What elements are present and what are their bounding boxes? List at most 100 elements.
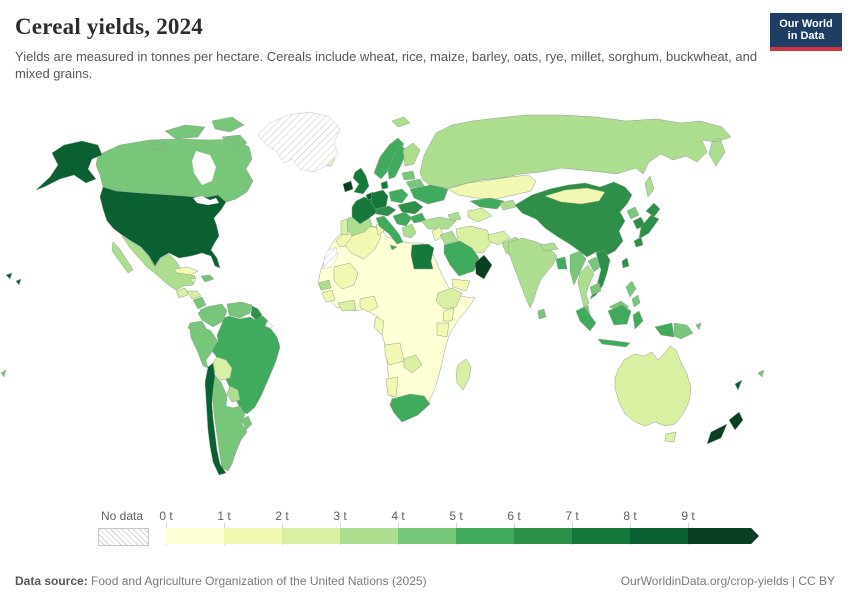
country-poland[interactable] [388,188,409,204]
legend-color-segment[interactable] [572,528,630,544]
country-oman[interactable] [474,254,493,280]
country-kenya[interactable] [442,307,455,322]
country-portugal[interactable] [340,218,349,236]
legend-color-segment[interactable] [456,528,514,544]
country-nepal[interactable] [539,242,559,252]
country-north-korea[interactable] [626,206,640,220]
country-papua-new-guinea[interactable] [673,322,702,340]
country-cambodia[interactable] [589,282,602,296]
country-chile[interactable] [204,362,227,476]
hudson-bay [192,151,216,185]
country-argentina[interactable] [211,374,248,472]
footer-citation-link[interactable]: OurWorldinData.org/crop-yields | CC BY [620,574,835,588]
country-jamaica[interactable] [189,277,197,284]
country-ukraine[interactable] [409,184,449,205]
country-hungary-romania[interactable] [397,200,424,215]
country-japan[interactable] [633,202,661,248]
country-uzbekistan[interactable] [469,197,505,210]
country-indonesia[interactable] [575,304,675,348]
legend-tick-label: 2 t [275,509,289,523]
country-finland[interactable] [402,142,421,167]
country-cameroon-gabon[interactable] [373,316,385,336]
country-central-europe[interactable] [375,205,397,217]
legend-color-segment[interactable] [224,528,282,544]
country-nicaragua[interactable] [192,296,207,310]
country-venezuela[interactable] [226,301,253,319]
country-zambia[interactable] [403,354,423,374]
country-greenland[interactable] [257,111,341,173]
country-honduras[interactable] [186,290,202,300]
country-guinea[interactable] [321,289,336,303]
country-yemen[interactable] [451,278,471,292]
chart-footer: Data source: Food and Agriculture Organi… [0,574,850,600]
legend-color-segment[interactable] [688,528,746,544]
country-china[interactable] [514,181,633,258]
country-italy[interactable] [375,215,404,251]
country-turkey[interactable] [420,216,457,230]
country-greece[interactable] [401,223,417,239]
country-ireland[interactable] [342,180,354,193]
country-usa[interactable] [5,140,227,286]
legend-color-segment[interactable] [630,528,688,544]
country-colombia[interactable] [197,303,228,328]
country-tasmania[interactable] [664,431,677,443]
legend-color-segment[interactable] [514,528,572,544]
country-baltic-states[interactable] [401,170,416,181]
legend-tick-label: 7 t [565,509,579,523]
country-canada[interactable] [95,116,254,203]
country-sri-lanka[interactable] [537,308,547,320]
country-turkmenistan[interactable] [467,207,493,223]
country-hispaniola[interactable] [200,274,215,283]
country-cuba[interactable] [173,266,199,276]
country-kazakhstan[interactable] [447,174,537,200]
country-angola[interactable] [384,342,405,366]
country-egypt[interactable] [410,243,435,270]
country-new-zealand[interactable] [706,411,744,445]
footer-source: Data source: Food and Agriculture Organi… [15,574,427,588]
country-nigeria[interactable] [359,295,379,313]
country-brazil[interactable] [211,315,281,415]
country-madagascar[interactable] [455,358,472,391]
country-tanzania[interactable] [436,322,450,338]
country-balkans[interactable] [392,211,413,227]
footer-source-text: Food and Agriculture Organization of the… [87,574,427,588]
country-australia[interactable] [614,345,692,427]
country-new-caledonia[interactable] [734,379,743,391]
country-norway[interactable] [373,137,405,180]
country-ghana-ivory-coast[interactable] [337,299,357,312]
country-philippines[interactable] [625,280,641,308]
country-united-kingdom[interactable] [352,167,370,195]
country-thailand[interactable] [577,264,595,308]
country-russia[interactable] [419,114,732,198]
country-myanmar[interactable] [569,250,587,286]
country-mali[interactable] [333,262,359,290]
legend-color-segment[interactable] [166,528,224,544]
country-uruguay[interactable] [241,415,253,431]
country-guatemala[interactable] [175,287,189,299]
owid-logo[interactable]: Our World in Data [770,13,842,51]
legend-tick-label: 9 t [681,509,695,523]
country-kyrgyzstan-tajikistan[interactable] [499,199,517,211]
country-bangladesh[interactable] [555,256,568,270]
legend-arrow-tip [746,528,759,544]
country-svalbard[interactable] [391,116,411,128]
country-mongolia[interactable] [544,187,606,205]
country-belarus[interactable] [405,178,425,189]
legend-no-data-swatch[interactable] [98,528,149,546]
legend-color-segment[interactable] [282,528,340,544]
country-caucasus[interactable] [447,211,462,222]
country-namibia[interactable] [385,376,399,398]
country-peru[interactable] [189,325,218,369]
country-paraguay[interactable] [226,385,241,403]
country-senegal[interactable] [318,279,332,291]
country-afghanistan[interactable] [487,230,511,246]
legend-color-segment[interactable] [340,528,398,544]
country-taiwan[interactable] [621,257,630,269]
country-ethiopia[interactable] [435,287,463,310]
country-pacific-islands[interactable] [0,369,765,378]
legend-color-segment[interactable] [398,528,456,544]
country-south-africa[interactable] [389,393,431,423]
country-western-sahara[interactable] [322,246,339,270]
country-denmark[interactable] [380,180,389,190]
country-saudi-arabia[interactable] [443,240,480,277]
